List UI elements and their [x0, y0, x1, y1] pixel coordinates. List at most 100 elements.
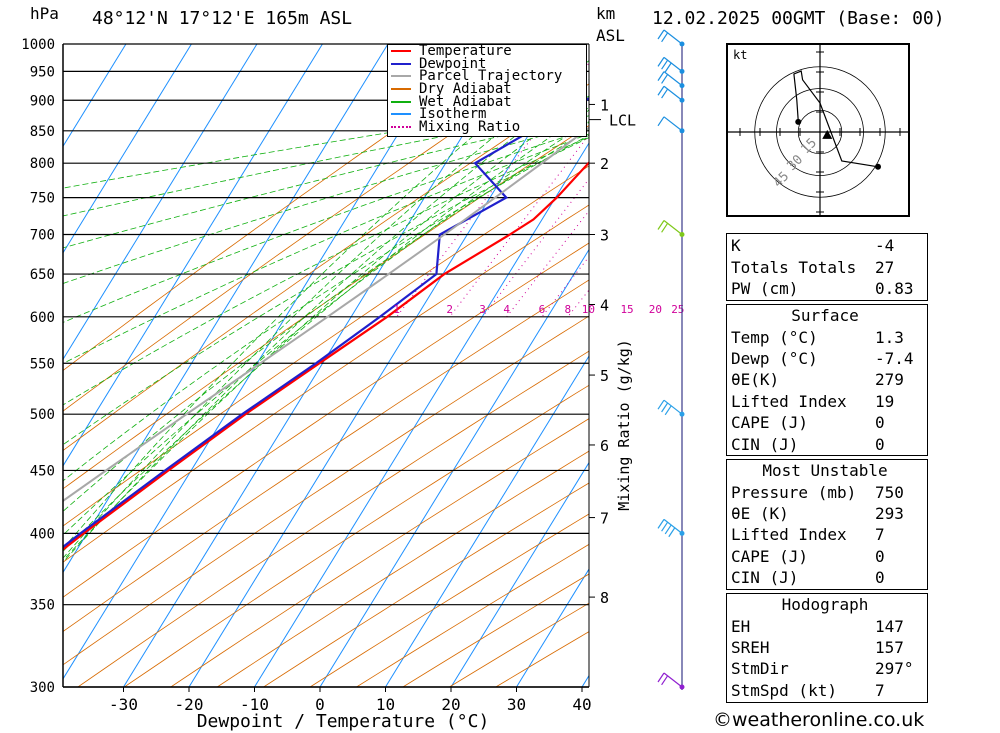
legend-label: Temperature [419, 43, 512, 60]
height-tick-label: 6 [600, 437, 609, 455]
hodograph-unit-label: kt [733, 48, 747, 62]
table-row: StmDir 297° [727, 658, 923, 679]
index-value: 147 [875, 616, 904, 636]
surface-box [726, 304, 928, 456]
legend-label: Isotherm [419, 106, 487, 123]
height-tick-label: 7 [600, 510, 609, 528]
legend-swatch [391, 88, 411, 91]
table-row: EH 147 [727, 615, 923, 636]
wind-barb [657, 518, 685, 538]
mixing-ratio-axis-label: Mixing Ratio (g/kg) [615, 339, 633, 511]
wind-barb [657, 220, 685, 237]
x-tick-label: 0 [315, 695, 325, 714]
index-value: 0.83 [875, 278, 914, 298]
index-label: SREH [731, 637, 770, 657]
wind-barb [657, 672, 685, 690]
legend: Temperature Dewpoint Parcel Trajectory Dry … [387, 44, 587, 137]
index-value: 0 [875, 568, 885, 588]
dry-adiabat-line [170, 418, 589, 687]
table-row: θE(K) 279 [727, 369, 923, 390]
mixing-ratio-label: 20 [649, 303, 662, 316]
pressure-tick-label: 850 [30, 124, 55, 140]
table-row: K -4 [727, 235, 923, 256]
hodograph-ring-label: 15 [798, 136, 820, 158]
x-tick-label: 30 [507, 695, 526, 714]
section-title: Surface [791, 306, 859, 326]
index-label: StmSpd (kt) [731, 680, 837, 700]
wet-adiabat-line [63, 137, 589, 446]
index-value: 7 [875, 680, 885, 700]
height-tick-label: 3 [600, 226, 609, 244]
index-value: 0 [875, 546, 885, 566]
lcl-label: LCL [609, 112, 636, 130]
table-row: CIN (J) 0 [727, 433, 923, 454]
index-label: CAPE (J) [731, 413, 809, 433]
table-section-title: Most Unstable [727, 460, 923, 481]
isotherm-line [385, 355, 589, 687]
wind-barb [657, 71, 685, 89]
pressure-unit-label: hPa [30, 4, 59, 23]
index-label: Temp (°C) [731, 327, 818, 347]
isotherm-line [188, 44, 585, 687]
index-label: CIN (J) [731, 434, 799, 454]
index-value: 1.3 [875, 327, 904, 347]
index-label: EH [731, 616, 751, 636]
mixing-ratio-label: 3 [479, 303, 486, 316]
legend-label: Wet Adiabat [419, 93, 512, 110]
location-label: 48°12'N 17°12'E 165m ASL [92, 8, 353, 29]
wet-adiabat-line [63, 95, 589, 561]
surface-table: Surface Temp (°C) 1.3 Dewp (°C) -7.4 θE(K) 279… [727, 305, 923, 455]
wet-adiabat-line [63, 78, 589, 563]
index-label: Lifted Index [731, 525, 847, 545]
legend-label: Mixing Ratio [419, 118, 521, 135]
legend-entry: Dewpoint [388, 57, 586, 71]
index-value: 279 [875, 370, 904, 390]
dry-adiabat-line [63, 44, 585, 412]
section-title: Most Unstable [762, 461, 888, 481]
index-label: CIN (J) [731, 568, 799, 588]
x-tick-label: 40 [572, 695, 591, 714]
height-unit-top: km [596, 4, 616, 23]
x-tick-label: -10 [240, 695, 269, 714]
index-label: Dewp (°C) [731, 348, 818, 368]
hodograph-box [726, 593, 928, 703]
most-unstable-box [726, 459, 928, 590]
index-value: 7 [875, 525, 885, 545]
mixing-ratio-label: 6 [539, 303, 546, 316]
legend-label: Parcel Trajectory [419, 68, 563, 85]
index-label: Totals Totals [731, 257, 857, 277]
dry-adiabat-line [216, 450, 589, 687]
wet-adiabat-line [63, 109, 589, 552]
legend-entry: Wet Adiabat [388, 93, 586, 110]
dry-adiabat-line [63, 315, 589, 666]
index-label: θE(K) [731, 370, 780, 390]
table-row: Totals Totals 27 [727, 256, 923, 277]
index-value: 293 [875, 503, 904, 523]
index-label: K [731, 236, 741, 256]
height-unit-bottom: ASL [596, 26, 625, 45]
wet-adiabat-line [63, 136, 589, 406]
x-tick-label: -20 [175, 695, 204, 714]
x-axis-label: Dewpoint / Temperature (°C) [197, 711, 490, 732]
pressure-tick-label: 350 [30, 598, 55, 614]
mixing-ratio-label: 4 [503, 303, 510, 316]
height-tick-label: 2 [600, 155, 609, 173]
isotherm-line [63, 44, 389, 574]
index-label: CAPE (J) [731, 546, 809, 566]
index-value: 27 [875, 257, 895, 277]
section-title: Hodograph [781, 595, 869, 615]
x-tick-label: 10 [376, 695, 395, 714]
wind-barb [657, 399, 685, 417]
pressure-tick-label: 900 [30, 93, 55, 109]
mixing-ratio-label: 15 [620, 303, 633, 316]
pressure-tick-label: 700 [30, 227, 55, 243]
index-label: StmDir [731, 659, 789, 679]
height-tick-label: 4 [600, 296, 609, 314]
index-value: 157 [875, 637, 904, 657]
table-row: Dewp (°C) -7.4 [727, 348, 923, 369]
pressure-tick-label: 550 [30, 356, 55, 372]
table-row: CIN (J) 0 [727, 567, 923, 588]
